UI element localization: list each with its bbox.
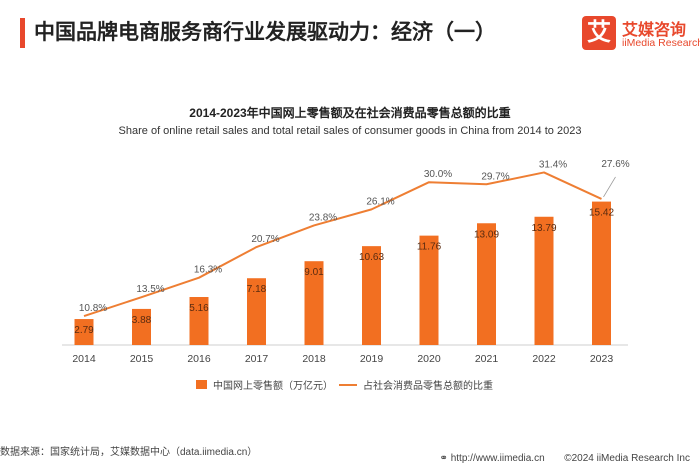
bar-2018 — [304, 261, 324, 345]
legend-swatch-line — [339, 383, 357, 386]
x-tick-2015: 2015 — [130, 353, 154, 365]
line-label-2023: 27.6% — [601, 159, 629, 170]
bar-label-2016: 5.16 — [189, 303, 209, 314]
legend-item-line: 占社会消费品零售总额的比重 — [339, 377, 493, 392]
bar-2020 — [419, 235, 439, 345]
legend-swatch-bar — [196, 380, 207, 389]
bar-2022 — [534, 216, 554, 345]
x-tick-2023: 2023 — [590, 353, 614, 365]
footer-copyright: ©2024 iiMedia Research Inc — [564, 453, 690, 464]
title-accent-bar — [20, 18, 25, 48]
bar-label-2023: 15.42 — [589, 208, 614, 219]
line-label-2021: 29.7% — [481, 171, 509, 182]
line-label-2016: 16.3% — [194, 265, 222, 276]
x-tick-2014: 2014 — [72, 353, 96, 365]
bar-2017 — [247, 278, 266, 345]
bar-2015 — [132, 308, 151, 345]
brand-logo: 艾 艾媒咨询 iiMedia Research — [582, 16, 700, 56]
x-tick-2021: 2021 — [475, 353, 499, 365]
legend-label-line: 占社会消费品零售总额的比重 — [363, 381, 493, 392]
footer-url[interactable]: http://www.iimedia.cn — [450, 453, 545, 464]
bar-2023 — [592, 201, 611, 345]
chart-legend: 中国网上零售额（万亿元） 占社会消费品零售总额的比重 — [0, 377, 700, 393]
page-title: 中国品牌电商服务商行业发展驱动力：经济（一） — [34, 21, 496, 44]
line-label-2019: 26.1% — [366, 196, 394, 207]
share-line — [83, 171, 602, 317]
data-source: 数据来源：国家统计局，艾媒数据中心（data.iimedia.cn） — [0, 447, 258, 458]
bar-2016 — [189, 297, 209, 345]
line-label-2020: 30.0% — [424, 169, 452, 180]
chart-title: 2014-2023年中国网上零售额及在社会消费品零售总额的比重 — [189, 106, 511, 120]
logo-name-cn: 艾媒咨询 — [622, 22, 687, 39]
line-label-2015: 13.5% — [136, 284, 164, 295]
x-tick-2016: 2016 — [187, 353, 211, 365]
bar-label-2015: 3.88 — [132, 315, 152, 326]
x-tick-2020: 2020 — [417, 353, 441, 365]
bar-label-2017: 7.18 — [247, 284, 267, 295]
globe-icon: ⚭ — [439, 453, 448, 464]
x-tick-2019: 2019 — [360, 353, 384, 365]
logo-mark: 艾 — [582, 16, 616, 50]
x-tick-2017: 2017 — [245, 353, 269, 365]
line-label-2018: 23.8% — [309, 212, 337, 223]
line-label-2017: 20.7% — [251, 234, 279, 245]
bar-label-2018: 9.01 — [304, 267, 324, 278]
bar-2019 — [362, 246, 381, 345]
chart-subtitle: Share of online retail sales and total r… — [118, 125, 582, 137]
footer-right: ⚭ http://www.iimedia.cn ©2024 iiMedia Re… — [440, 453, 690, 464]
line-label-2014: 10.8% — [79, 303, 107, 314]
bar-label-2020: 11.76 — [417, 242, 442, 253]
bar-2014 — [74, 319, 94, 345]
bar-label-2021: 13.09 — [474, 229, 499, 240]
bar-2021 — [477, 223, 496, 345]
line-label-leader — [603, 176, 616, 198]
bar-label-2014: 2.79 — [74, 325, 94, 336]
logo-name-en: iiMedia Research — [622, 37, 700, 49]
line-label-2022: 31.4% — [539, 159, 567, 170]
legend-item-bar: 中国网上零售额（万亿元） — [196, 377, 333, 392]
x-tick-2018: 2018 — [302, 353, 326, 365]
x-tick-2022: 2022 — [532, 353, 556, 365]
legend-label-bar: 中国网上零售额（万亿元） — [213, 381, 333, 392]
bar-label-2022: 13.79 — [531, 223, 556, 234]
bar-label-2019: 10.63 — [359, 252, 384, 263]
